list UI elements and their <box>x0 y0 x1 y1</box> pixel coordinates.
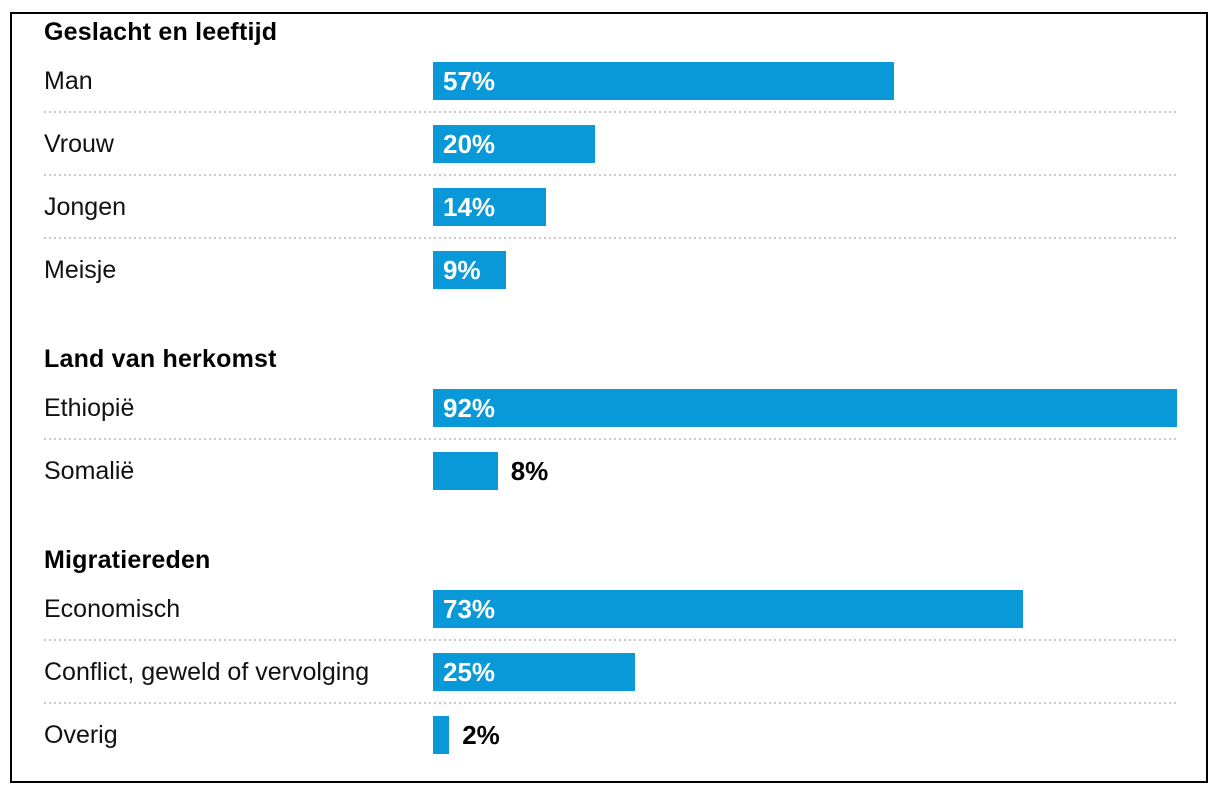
chart-section: Geslacht en leeftijd Man 57% Vrouw 20% J… <box>44 18 1177 289</box>
bar-track: 9% <box>433 251 1177 289</box>
bar <box>433 716 450 754</box>
bar-value-label: 57% <box>443 65 496 96</box>
bar <box>433 452 498 490</box>
chart-section: Land van herkomst Ethiopië 92% Somalië 8… <box>44 345 1177 490</box>
bar-row: Vrouw 20% <box>44 125 1177 163</box>
bar: 14% <box>433 188 547 226</box>
row-label: Ethiopië <box>44 393 135 422</box>
row-separator <box>44 237 1177 239</box>
bar-value-label: 20% <box>443 128 496 159</box>
bar-track: 20% <box>433 125 1177 163</box>
bar-row: Jongen 14% <box>44 188 1177 226</box>
bar-track: 25% <box>433 653 1177 691</box>
chart-section: Migratiereden Economisch 73% Conflict, g… <box>44 546 1177 754</box>
bar: 9% <box>433 251 506 289</box>
row-label: Conflict, geweld of vervolging <box>44 657 370 686</box>
bar-row: Overig 2% <box>44 716 1177 754</box>
bar-row: Economisch 73% <box>44 590 1177 628</box>
row-separator <box>44 702 1177 704</box>
bar-value-label: 25% <box>443 656 496 687</box>
bar: 57% <box>433 62 894 100</box>
row-label: Vrouw <box>44 129 114 158</box>
section-title: Migratiereden <box>44 546 211 574</box>
bar-value-label: 8% <box>510 455 549 486</box>
bar-row: Meisje 9% <box>44 251 1177 289</box>
bar: 20% <box>433 125 595 163</box>
bar-track: 73% <box>433 590 1177 628</box>
row-separator <box>44 111 1177 113</box>
row-label: Meisje <box>44 255 117 284</box>
bar: 25% <box>433 653 636 691</box>
row-label: Man <box>44 66 93 95</box>
row-label: Economisch <box>44 594 181 623</box>
bar-track: 2% <box>433 716 1177 754</box>
bar: 73% <box>433 590 1024 628</box>
row-label: Overig <box>44 720 118 749</box>
bar-value-label: 2% <box>462 719 500 750</box>
bar-value-label: 9% <box>443 254 481 285</box>
bar-track: 14% <box>433 188 1177 226</box>
section-title: Land van herkomst <box>44 345 277 373</box>
bar-row: Ethiopië 92% <box>44 389 1177 427</box>
bar-row: Man 57% <box>44 62 1177 100</box>
chart-frame: Geslacht en leeftijd Man 57% Vrouw 20% J… <box>10 12 1208 783</box>
row-label: Somalië <box>44 456 135 485</box>
bar-value-label: 73% <box>443 593 496 624</box>
row-separator <box>44 174 1177 176</box>
bar: 92% <box>433 389 1177 427</box>
bar-track: 92% <box>433 389 1177 427</box>
section-rows: Ethiopië 92% Somalië 8% <box>44 389 1177 490</box>
section-title: Geslacht en leeftijd <box>44 18 278 46</box>
bar-value-label: 92% <box>443 392 496 423</box>
row-label: Jongen <box>44 192 127 221</box>
section-rows: Economisch 73% Conflict, geweld of vervo… <box>44 590 1177 754</box>
bar-row: Somalië 8% <box>44 452 1177 490</box>
bar-row: Conflict, geweld of vervolging 25% <box>44 653 1177 691</box>
bar-track: 57% <box>433 62 1177 100</box>
row-separator <box>44 639 1177 641</box>
section-rows: Man 57% Vrouw 20% Jongen 14% Meisje 9% <box>44 62 1177 289</box>
row-separator <box>44 438 1177 440</box>
bar-value-label: 14% <box>443 191 496 222</box>
bar-track: 8% <box>433 452 1177 490</box>
